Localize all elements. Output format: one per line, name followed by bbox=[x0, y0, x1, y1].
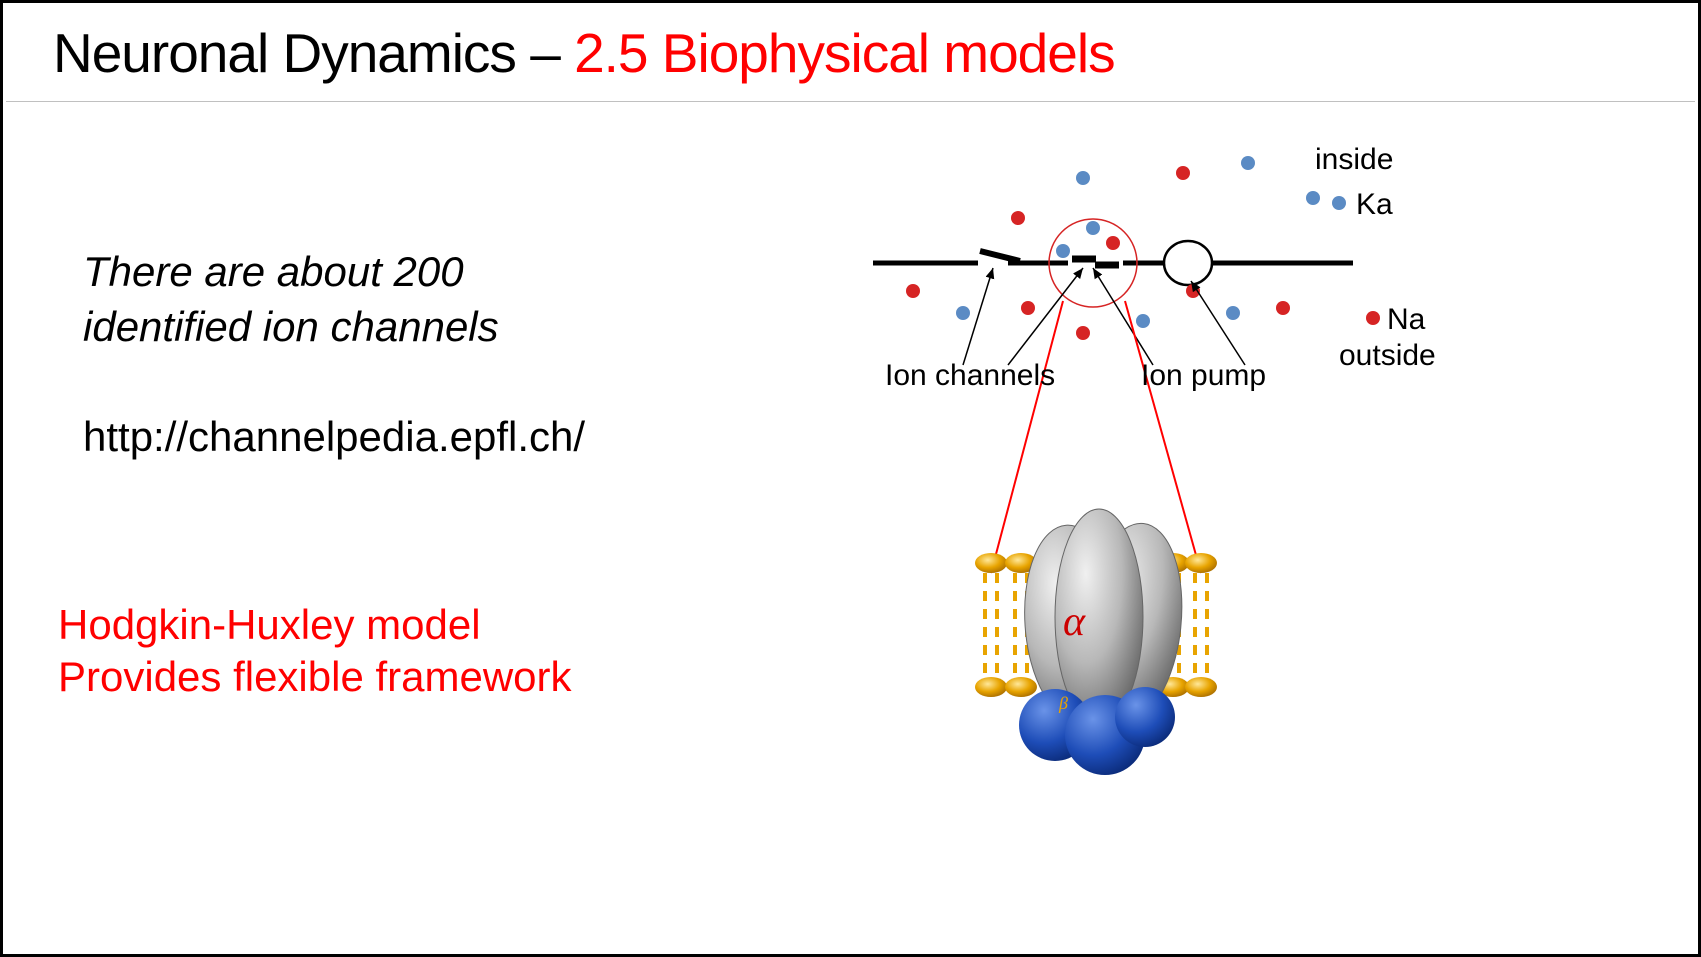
title-section: 2.5 Biophysical models bbox=[574, 22, 1115, 84]
hh-line-1: Hodgkin-Huxley model bbox=[58, 601, 481, 649]
title-prefix: Neuronal Dynamics – bbox=[53, 22, 574, 84]
slide: Neuronal Dynamics – 2.5 Biophysical mode… bbox=[0, 0, 1701, 957]
label-outside: outside bbox=[1339, 339, 1436, 373]
url-text: http://channelpedia.epfl.ch/ bbox=[83, 413, 585, 461]
label-ion-channels: Ion channels bbox=[885, 359, 1055, 393]
label-ion-pump: Ion pump bbox=[1141, 359, 1266, 393]
body-line-1: There are about 200 bbox=[83, 248, 464, 296]
label-inside: inside bbox=[1315, 143, 1393, 177]
hh-line-2: Provides flexible framework bbox=[58, 653, 572, 701]
membrane-diagram: α β inside Ka Na outside Ion channels Ion… bbox=[793, 133, 1513, 853]
label-ka: Ka bbox=[1356, 188, 1393, 222]
body-line-2: identified ion channels bbox=[83, 303, 499, 351]
svg-text:β: β bbox=[1058, 693, 1068, 713]
label-na: Na bbox=[1387, 303, 1425, 337]
title-bar: Neuronal Dynamics – 2.5 Biophysical mode… bbox=[53, 21, 1648, 85]
svg-text:α: α bbox=[1063, 599, 1086, 645]
title-divider bbox=[6, 101, 1695, 102]
